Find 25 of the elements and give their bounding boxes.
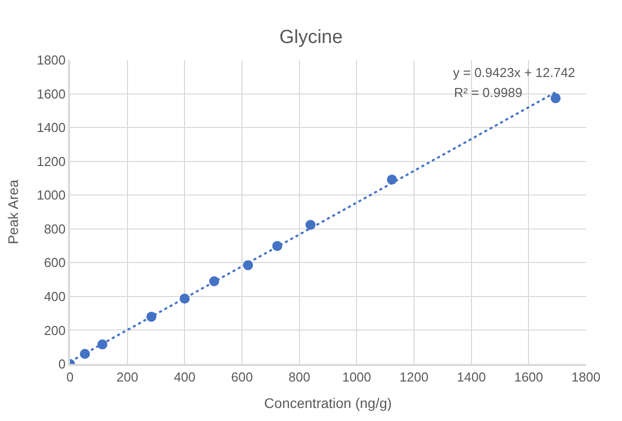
y-tick-label: 800 xyxy=(44,221,66,236)
x-tick-label: 1200 xyxy=(400,369,428,384)
x-tick-label: 400 xyxy=(174,369,196,384)
x-axis-title: Concentration (ng/g) xyxy=(264,395,392,412)
y-tick-label: 1600 xyxy=(36,86,66,102)
y-tick-label: 400 xyxy=(44,288,66,304)
chart-title: Glycine xyxy=(279,26,343,48)
y-tick-label: 200 xyxy=(44,322,66,338)
x-tick-label: 200 xyxy=(116,369,138,384)
x-tick-label: 800 xyxy=(288,369,310,384)
x-tick-label: 1800 xyxy=(572,369,600,384)
x-tick-label: 1600 xyxy=(514,369,544,384)
x-tick-label: 1400 xyxy=(456,369,486,384)
annotation: R² = 0.9989 xyxy=(454,85,522,100)
y-tick-label: 600 xyxy=(44,255,66,270)
y-tick-label: 1000 xyxy=(36,188,66,203)
y-axis-title: Peak Area xyxy=(4,179,21,244)
y-tick-label: 0 xyxy=(58,356,66,372)
y-tick-label: 1200 xyxy=(36,154,66,169)
y-tick-label: 1400 xyxy=(36,120,66,136)
x-tick-label: 1000 xyxy=(342,369,372,384)
y-tick-label: 1800 xyxy=(36,52,66,68)
x-tick-label: 600 xyxy=(231,369,253,384)
point xyxy=(550,93,561,104)
annotation: y = 0.9423x + 12.742 xyxy=(453,65,576,80)
